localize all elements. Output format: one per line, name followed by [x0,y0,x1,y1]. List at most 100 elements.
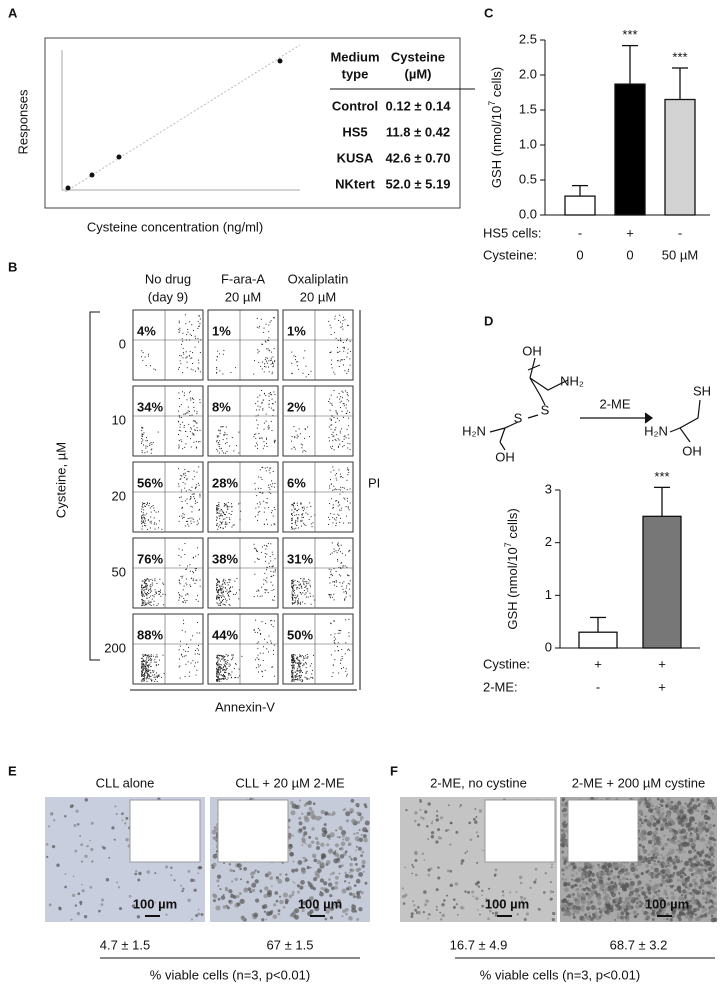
event-dot [293,677,295,679]
cell [551,918,555,922]
event-dot [302,580,304,582]
event-dot [146,669,148,671]
event-dot [225,591,227,593]
event-dot [268,403,270,405]
cell [611,902,616,907]
event-dot [264,467,266,469]
cell [324,811,329,816]
cell [587,912,591,915]
event-dot [229,598,231,600]
event-dot [265,502,267,504]
cell [708,900,711,903]
cell [628,894,631,897]
event-dot [220,604,222,606]
event-dot [222,353,224,355]
y-axis-label-part: cells) [489,67,504,101]
cell [666,864,669,867]
event-dot [292,528,294,530]
cell [647,898,652,903]
event-dot [303,664,305,666]
event-dot [345,668,347,670]
event-dot [297,517,299,519]
cell [684,860,690,866]
event-dot [143,581,145,583]
event-dot [189,321,191,323]
cell [301,837,306,842]
cell [656,860,660,864]
event-dot [195,429,197,431]
event-dot [262,466,264,468]
event-dot [294,436,296,438]
event-dot [291,654,293,656]
cell [676,878,680,882]
event-dot [272,415,274,417]
event-dot [198,315,200,317]
standard-point [116,154,122,160]
cell [710,848,716,854]
cell [669,829,673,833]
event-dot [179,416,181,418]
event-dot [224,443,226,445]
cell [475,816,478,819]
event-dot [337,502,339,504]
event-dot [343,359,345,361]
cell [312,802,316,805]
cell [612,875,617,880]
cell [564,865,569,870]
event-dot [147,668,149,670]
event-dot [338,488,340,490]
cell [677,839,681,844]
event-dot [224,433,226,435]
event-dot [233,524,235,526]
event-dot [190,446,192,448]
event-dot [256,326,258,328]
event-dot [187,661,189,663]
event-dot [265,443,267,445]
event-dot [144,586,146,588]
event-dot [144,356,146,358]
event-dot [190,662,192,664]
event-dot [293,528,295,530]
cell [690,827,694,831]
event-dot [260,487,262,489]
event-dot [293,661,295,663]
event-dot [230,372,232,374]
event-dot [264,363,266,365]
cell [652,856,655,859]
event-dot [179,423,181,425]
event-dot [222,452,224,454]
cell [64,815,67,818]
cell [340,828,343,831]
event-dot [301,506,303,508]
event-dot [295,527,297,529]
cell [602,891,607,895]
viability: 67 ± 1.5 [267,937,314,952]
cell [222,893,225,896]
event-dot [334,650,336,652]
cell [428,913,431,916]
cell [81,889,85,893]
cell [668,878,673,883]
event-dot [194,335,196,337]
event-dot [226,442,228,444]
event-dot [291,664,293,666]
event-dot [218,654,220,656]
event-dot [226,663,228,665]
event-dot [197,522,199,524]
event-dot [306,677,308,679]
event-dot [238,452,240,454]
event-dot [292,658,294,660]
event-dot [254,573,256,575]
event-dot [231,671,233,673]
cell [552,891,555,893]
cell [641,845,646,849]
event-dot [199,315,201,317]
cell [268,911,273,916]
event-dot [225,666,227,668]
event-dot [254,547,256,549]
event-dot [187,647,189,649]
event-dot [272,409,274,411]
event-dot [297,602,299,604]
event-dot [144,602,146,604]
cell [287,843,293,850]
